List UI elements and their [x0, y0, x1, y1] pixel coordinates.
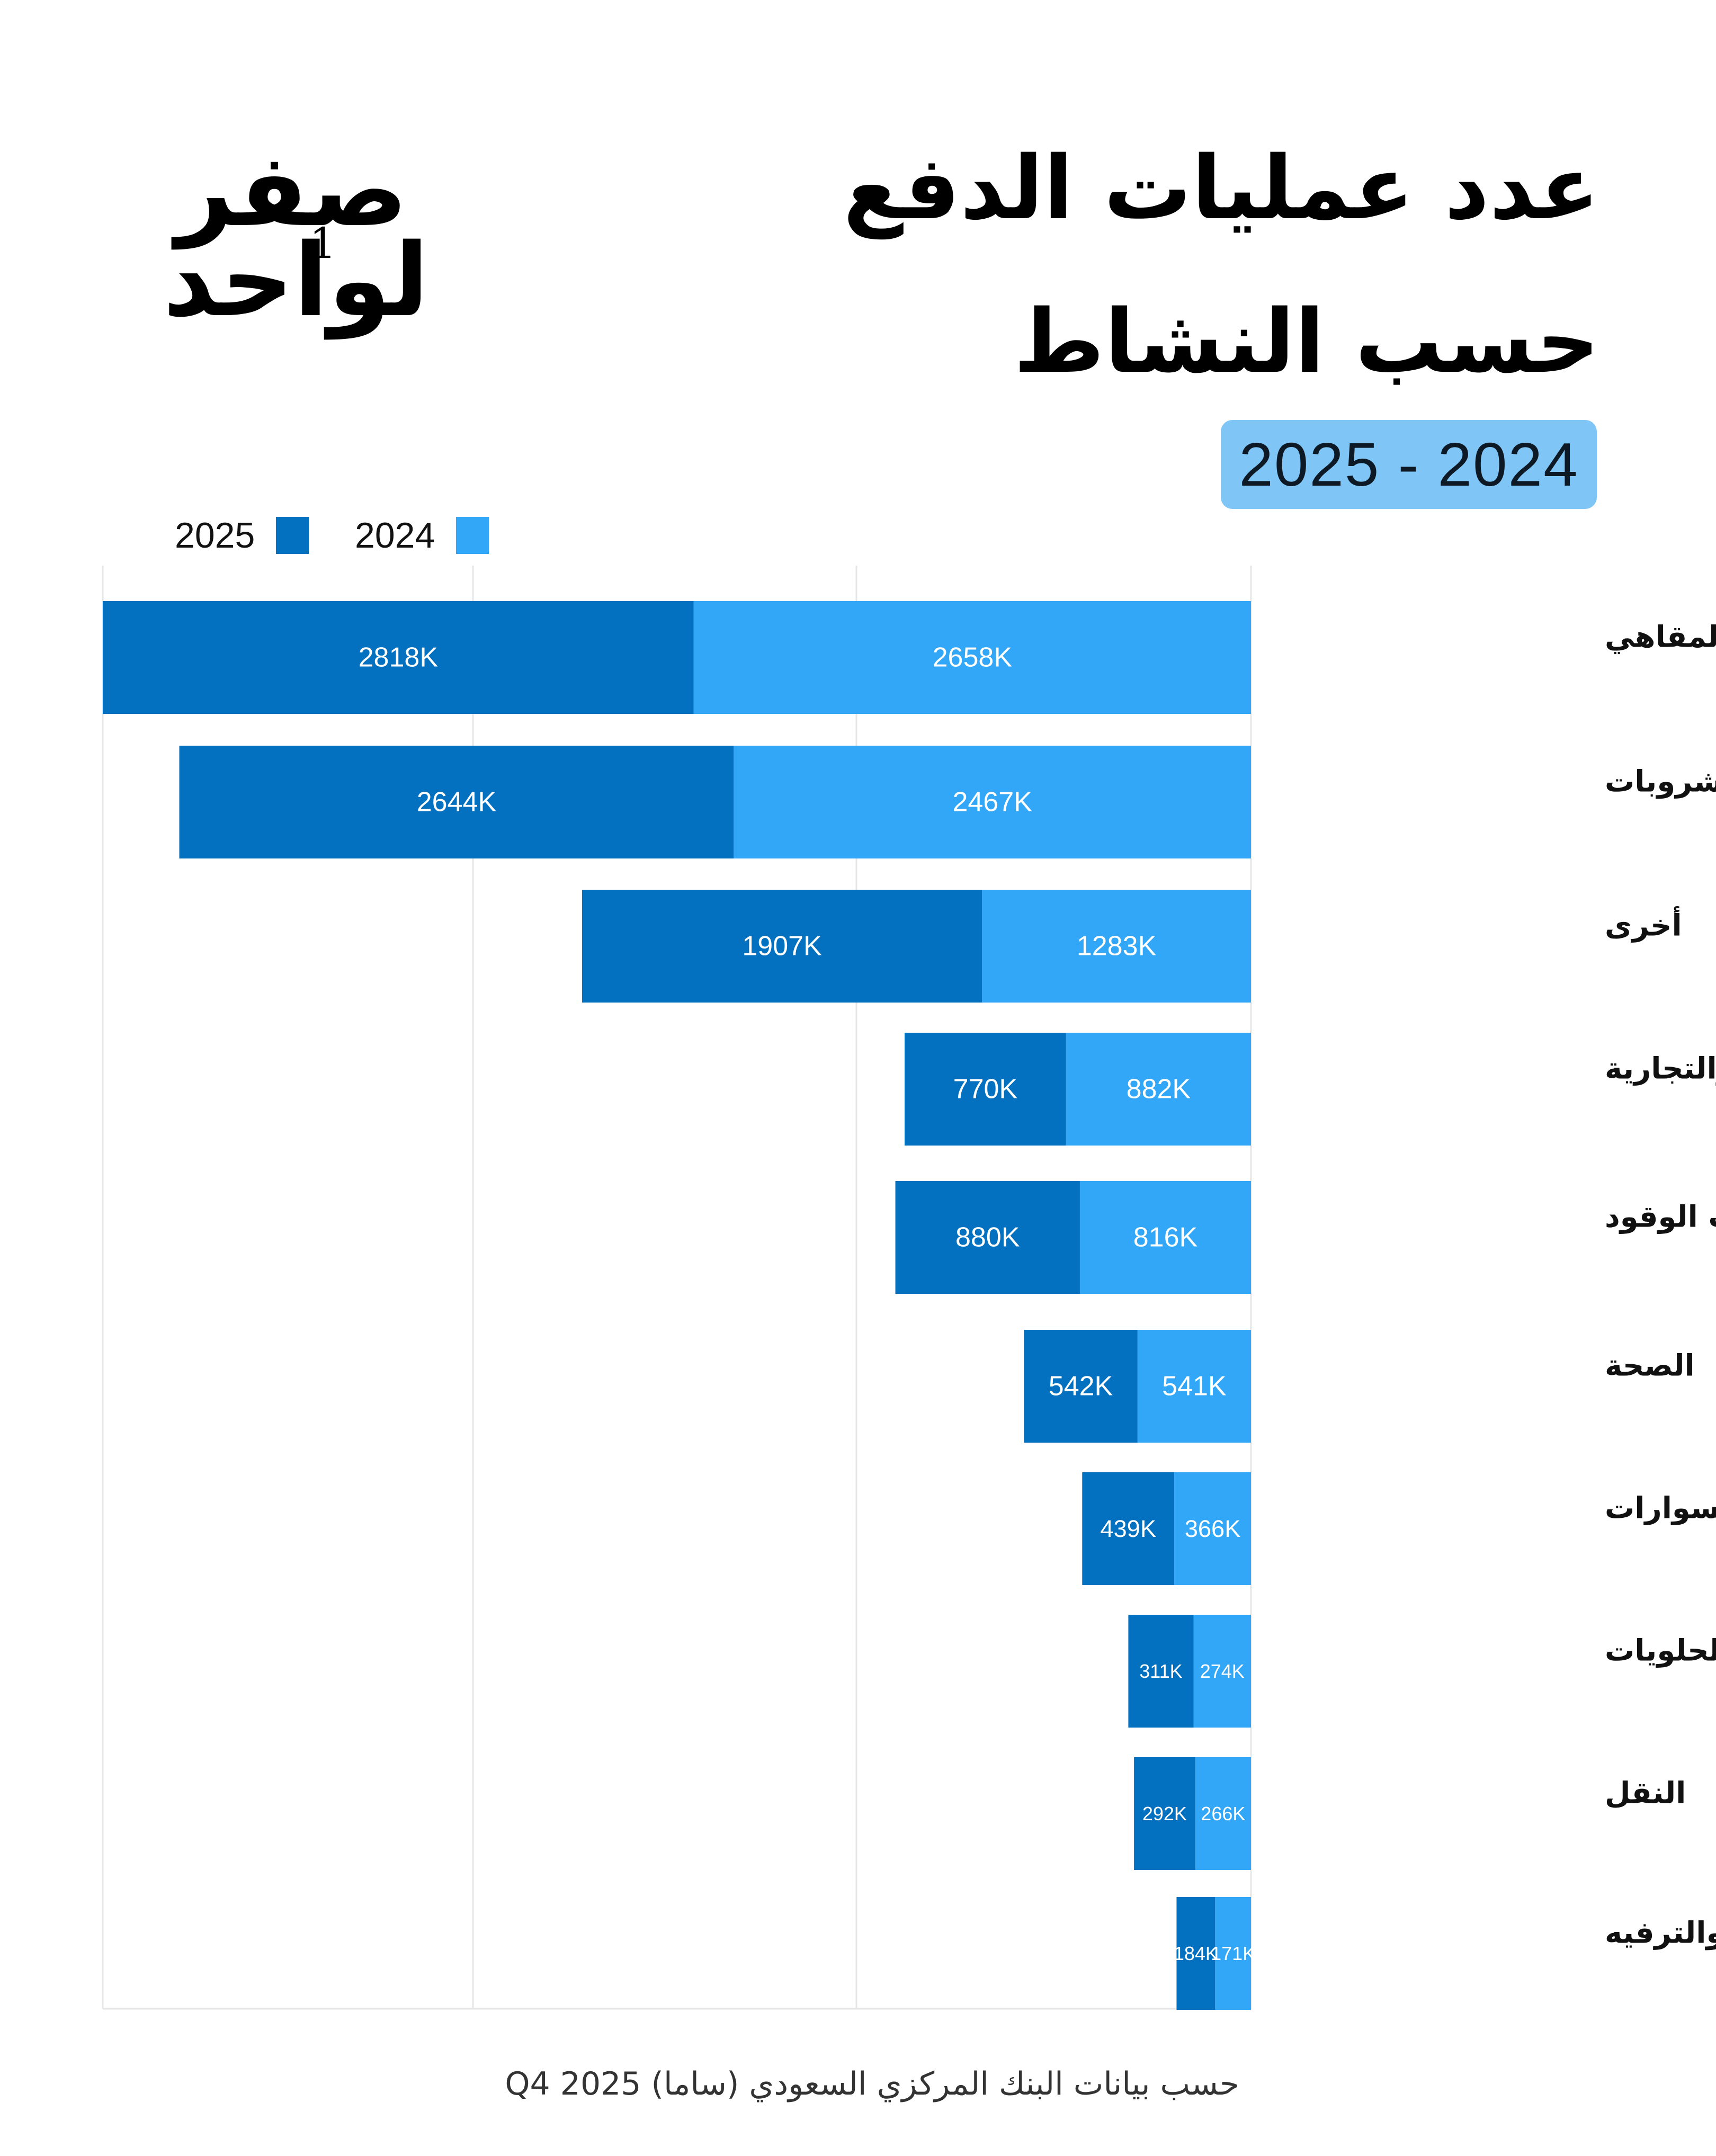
bar-2024-3 [1066, 1033, 1251, 1146]
bar-2025-0 [103, 601, 694, 714]
bar-label-2025-2: 1907K [742, 931, 822, 962]
logo-number: 1 [309, 219, 336, 268]
category-label-3: الخدمات المهنية والتجارية [1605, 1052, 1716, 1086]
bar-2025-8 [1134, 1757, 1195, 1870]
bar-label-2024-9: 171K [1211, 1943, 1255, 1964]
bar-2025-5 [1024, 1330, 1138, 1443]
source-footnote: حسب بيانات البنك المركزي السعودي (ساما) … [505, 2065, 1239, 2103]
category-label-1: الأطعمة والمشروبات [1605, 763, 1716, 799]
brand-logo: صفر 1 لواحد [132, 132, 429, 355]
legend-item-2025: 2025 [175, 515, 309, 556]
bar-2024-6 [1174, 1472, 1251, 1585]
bar-label-2024-0: 2658K [933, 642, 1013, 673]
category-label-5: الصحة [1605, 1349, 1695, 1383]
bar-label-2025-4: 880K [955, 1222, 1020, 1253]
bar-2024-7 [1193, 1615, 1251, 1728]
year-range-badge: 2025 - 2024 [1221, 420, 1597, 509]
legend-swatch-2024 [456, 517, 489, 554]
bar-2024-8 [1195, 1757, 1251, 1870]
bar-label-2024-4: 816K [1133, 1222, 1198, 1253]
chart-title-line-2: حسب النشاط [1013, 291, 1599, 392]
bar-label-2025-7: 311K [1139, 1660, 1182, 1682]
bar-label-2025-9: 184K [1174, 1943, 1218, 1964]
logo-bottom-word: لواحد [163, 222, 429, 339]
bar-label-2024-5: 541K [1162, 1371, 1227, 1402]
bar-2024-2 [982, 890, 1251, 1003]
category-label-7: المخبوزات والحلويات [1605, 1634, 1716, 1668]
bar-2024-9 [1215, 1897, 1251, 2010]
bar-label-2024-3: 882K [1127, 1074, 1191, 1105]
category-label-0: المطاعم والمقاهي [1605, 620, 1716, 655]
legend-item-2024: 2024 [355, 515, 489, 556]
logo-top-word: صفر [175, 132, 408, 249]
category-label-9: الثقافة والترفيه [1605, 1916, 1716, 1951]
bar-2025-2 [582, 890, 982, 1003]
bar-2025-7 [1128, 1615, 1194, 1728]
legend-swatch-2025 [276, 517, 309, 554]
bar-label-2024-6: 366K [1185, 1515, 1241, 1542]
bar-2025-4 [895, 1181, 1080, 1294]
bar-2025-6 [1082, 1472, 1175, 1585]
bar-2024-0 [693, 601, 1251, 714]
category-label-8: النقل [1605, 1776, 1686, 1811]
bar-2025-9 [1176, 1897, 1216, 2010]
bar-label-2024-8: 266K [1201, 1803, 1245, 1824]
bar-label-2025-0: 2818K [359, 642, 439, 673]
bar-2025-3 [904, 1033, 1066, 1146]
category-label-2: أخرى [1605, 906, 1682, 943]
bar-2024-5 [1137, 1330, 1251, 1443]
category-label-4: محطات الوقود [1605, 1200, 1716, 1234]
chart-title: عدد عمليات الدفع حسب النشاط [699, 111, 1599, 418]
bar-label-2024-1: 2467K [952, 787, 1032, 818]
bar-label-2024-2: 1283K [1077, 931, 1157, 962]
bar-label-2025-5: 542K [1049, 1371, 1113, 1402]
legend-label-2025: 2025 [175, 515, 255, 556]
bar-label-2025-8: 292K [1142, 1803, 1187, 1824]
bar-2024-1 [734, 746, 1251, 858]
chart-title-line-1: عدد عمليات الدفع [843, 137, 1599, 239]
bar-label-2024-7: 274K [1200, 1660, 1245, 1682]
category-label-6: الملبوسات والإكسسوارات [1605, 1491, 1716, 1526]
bar-label-2025-6: 439K [1100, 1515, 1156, 1542]
bar-label-2025-1: 2644K [417, 787, 497, 818]
legend-label-2024: 2024 [355, 515, 435, 556]
bar-label-2025-3: 770K [953, 1074, 1018, 1105]
bar-2025-1 [179, 746, 734, 858]
bar-2024-4 [1079, 1181, 1251, 1294]
